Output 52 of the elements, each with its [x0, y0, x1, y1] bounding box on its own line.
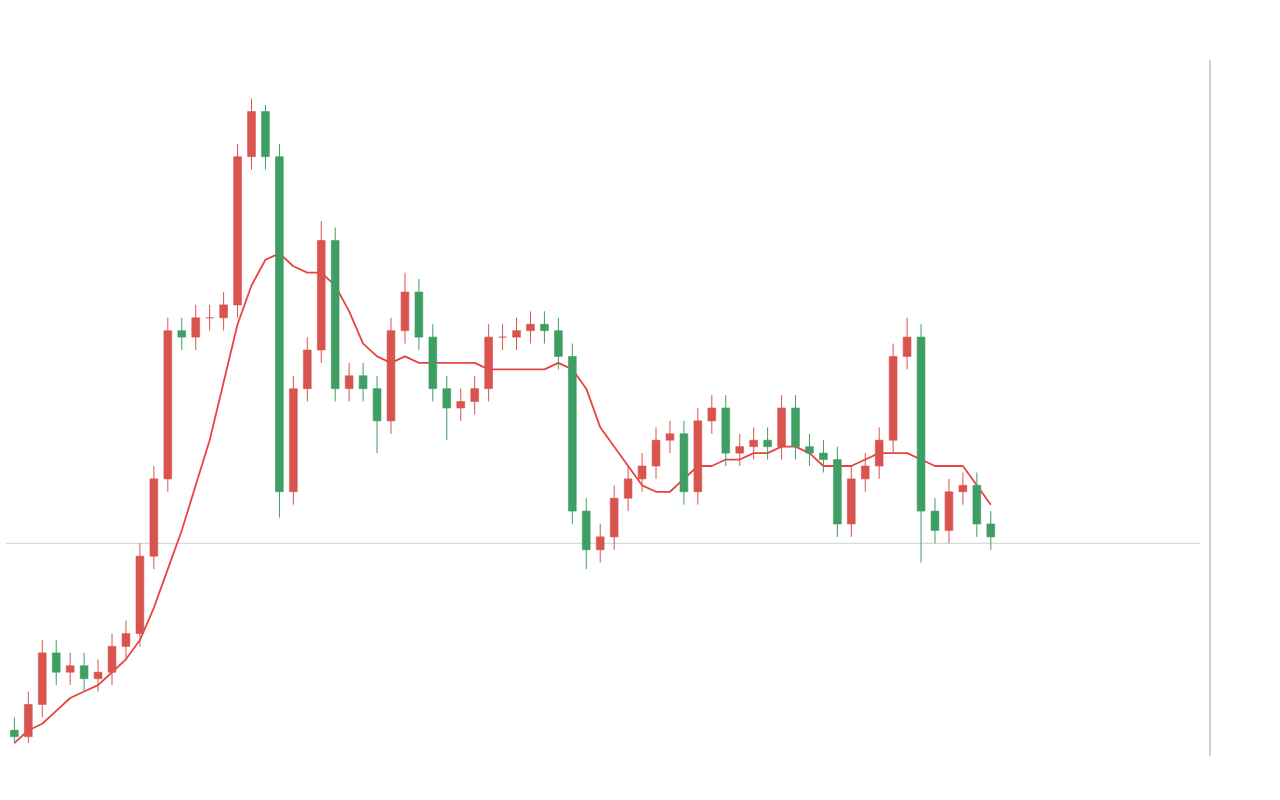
candlestick [52, 639, 61, 686]
candlestick [303, 336, 312, 403]
candlestick [372, 375, 382, 454]
candlestick [777, 394, 786, 461]
candlestick [512, 317, 521, 351]
candlestick [79, 652, 89, 693]
candlestick [651, 426, 661, 480]
candlestick [707, 394, 717, 435]
candlestick [191, 304, 200, 351]
candlestick [121, 620, 131, 660]
candlestick [763, 426, 772, 461]
candlestick [247, 98, 256, 171]
candlestick [261, 104, 270, 171]
candlestick [805, 433, 814, 467]
candlestick [10, 716, 19, 744]
candlestick [24, 691, 33, 744]
candlestick [456, 388, 465, 422]
candlestick [861, 452, 870, 493]
candlestick [596, 523, 605, 564]
candlestick [874, 426, 884, 480]
candlestick [609, 484, 619, 551]
candlestick [791, 394, 800, 461]
candlestick [735, 433, 744, 467]
candlestick [958, 471, 968, 506]
candlestick [93, 658, 103, 693]
candlestick [540, 310, 549, 345]
candlestick [358, 362, 368, 403]
candlestick [526, 310, 535, 345]
candlestick [107, 633, 117, 686]
candlestick [65, 652, 75, 686]
candlestick [986, 510, 995, 551]
candlestick [219, 291, 228, 332]
candlestick [400, 272, 410, 345]
candlestick [470, 375, 479, 415]
candlestick [665, 420, 675, 454]
candlestick [414, 278, 424, 351]
candlestick [902, 317, 912, 370]
candlestick [972, 471, 982, 538]
candlestick [582, 497, 591, 570]
candlestick [177, 317, 186, 351]
candlestick [344, 362, 354, 403]
candlestick [554, 317, 563, 370]
candlestick [721, 394, 730, 467]
candlestick [749, 426, 758, 461]
candlestick [637, 452, 647, 493]
candlestick [847, 465, 856, 538]
candlestick [442, 375, 451, 441]
candlestick [623, 465, 633, 512]
candlestick [944, 478, 954, 544]
candlestick [930, 497, 940, 544]
candlestick [498, 323, 507, 351]
candlestick [819, 439, 828, 473]
